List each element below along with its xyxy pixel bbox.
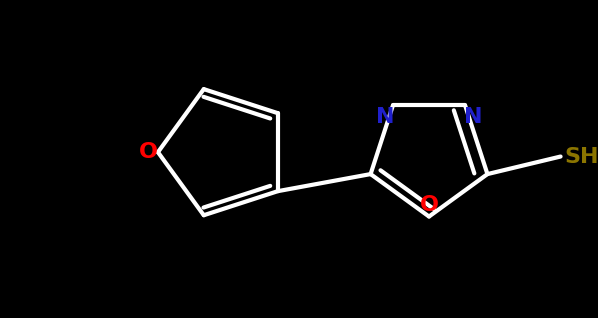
Text: O: O — [420, 195, 438, 215]
Text: N: N — [463, 107, 482, 127]
Text: N: N — [376, 107, 394, 127]
Text: O: O — [139, 142, 158, 162]
Text: SH: SH — [565, 147, 598, 167]
